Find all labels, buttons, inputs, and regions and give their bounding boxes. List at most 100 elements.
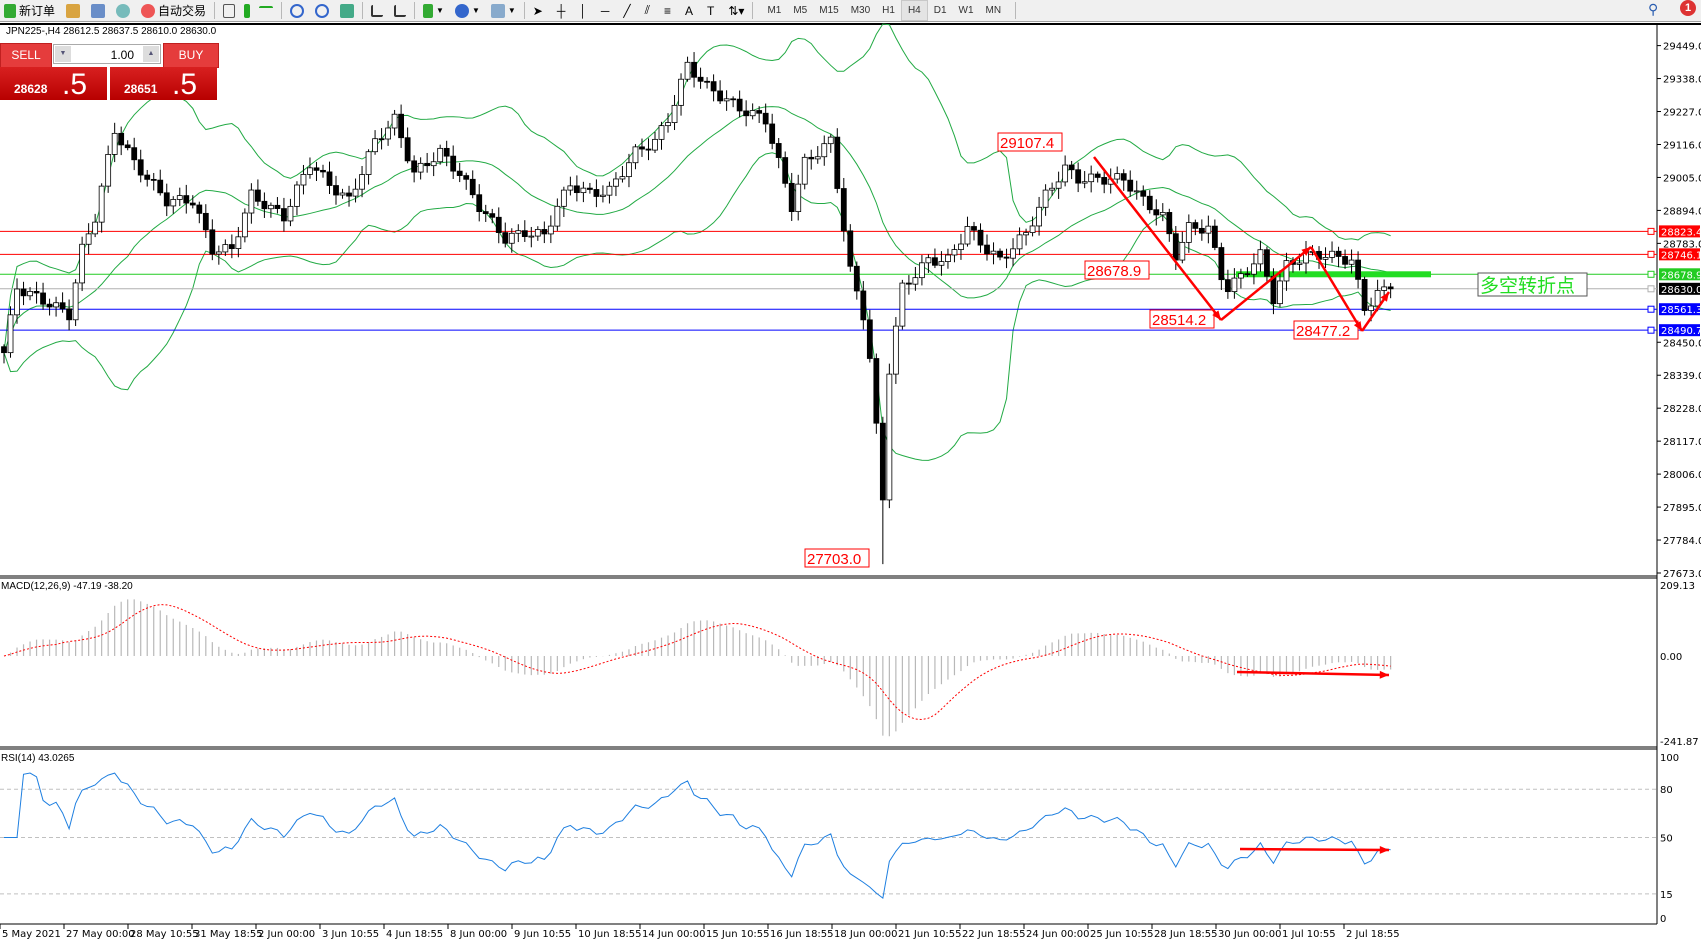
candle-body <box>560 189 567 207</box>
lot-decrease-button[interactable]: ▼ <box>55 46 71 62</box>
templates-icon[interactable] <box>490 3 505 18</box>
crosshair-icon[interactable]: ┼ <box>556 3 566 18</box>
line-anchor-handle[interactable] <box>1647 305 1655 313</box>
timeframe-m5[interactable]: M5 <box>793 5 808 16</box>
equidistant-channel-icon[interactable]: ⫽ <box>644 3 650 17</box>
time-tick-label: 14 Jun 00:00 <box>642 929 706 940</box>
price-tick-label: 28783.0 <box>1663 239 1701 250</box>
indicators-icon[interactable] <box>423 3 434 18</box>
candle-body <box>534 229 541 237</box>
candle-body <box>1192 222 1199 229</box>
time-tick-label: 5 May 2021 <box>2 929 61 940</box>
candlestick-chart-icon[interactable] <box>244 3 251 18</box>
chevron-down-icon[interactable]: ▼ <box>471 6 480 15</box>
price-tick-label: 27895.0 <box>1663 503 1701 514</box>
price-tick-label: 29338.0 <box>1663 75 1701 86</box>
timeframe-d1[interactable]: D1 <box>933 5 947 16</box>
signals-icon[interactable] <box>116 3 131 18</box>
candle-body <box>866 319 873 359</box>
time-tick-label: 15 Jun 10:55 <box>706 929 770 940</box>
candle-body <box>1238 273 1244 279</box>
line-anchor-handle[interactable] <box>1647 326 1655 334</box>
bar-chart-icon[interactable] <box>223 3 236 18</box>
rsi-tick-label: 50 <box>1660 834 1673 845</box>
turning-point-box <box>1477 272 1588 297</box>
lot-size-input[interactable]: ▼ 1.00 ▲ <box>53 44 161 64</box>
candle-body <box>1016 234 1023 250</box>
trendline-icon[interactable]: ╱ <box>623 3 631 18</box>
candle-body <box>840 188 847 232</box>
candle-body <box>482 211 489 215</box>
candle-body <box>905 282 912 285</box>
line-chart-icon[interactable] <box>259 5 274 16</box>
chevron-down-icon[interactable]: ▼ <box>436 6 444 15</box>
autoscroll-icon[interactable] <box>394 4 407 17</box>
auto-trading-icon <box>141 3 156 18</box>
search-icon[interactable]: ⚲ <box>1648 1 1659 17</box>
sell-button[interactable]: SELL <box>0 43 52 68</box>
rsi-tick-label: 15 <box>1660 890 1673 901</box>
candle-body <box>613 178 619 187</box>
timeframe-w1[interactable]: W1 <box>958 5 974 16</box>
horizontal-line-icon[interactable]: ─ <box>600 3 610 18</box>
candle-body <box>1068 164 1075 171</box>
metaeditor-icon[interactable] <box>66 3 81 18</box>
turning-point-label: 多空转折点 <box>1480 275 1575 297</box>
candle-body <box>762 112 769 125</box>
candle-body <box>476 194 483 213</box>
fibonacci-icon[interactable]: ≡ <box>663 3 671 18</box>
tile-windows-icon[interactable] <box>340 3 355 18</box>
buy-price-button[interactable]: 28651 .5 <box>110 67 217 101</box>
arrows-icon[interactable]: ⇅▾ <box>728 3 745 18</box>
rsi-flat-arrow <box>1239 847 1390 852</box>
candle-body <box>14 288 20 316</box>
timeframe-m15[interactable]: M15 <box>819 5 839 16</box>
candle-body <box>684 61 691 80</box>
line-anchor-handle[interactable] <box>1647 285 1655 293</box>
timeframe-h4[interactable]: H4 <box>900 0 928 21</box>
timeframe-mn[interactable]: MN <box>985 5 1002 16</box>
candle-body <box>756 110 763 114</box>
buy-button[interactable]: BUY <box>163 43 219 68</box>
text-icon[interactable]: A <box>685 3 694 18</box>
lot-increase-button[interactable]: ▲ <box>143 46 159 62</box>
candle-body <box>443 147 450 157</box>
chart-shift-icon[interactable] <box>371 4 384 17</box>
rsi-line <box>4 772 1391 900</box>
candle-body <box>821 143 828 158</box>
sell-price-button[interactable]: 28628 .5 <box>0 67 107 101</box>
timeframe-h1[interactable]: H1 <box>882 5 895 16</box>
candle-body <box>1211 225 1218 248</box>
price-tag <box>1659 282 1700 295</box>
cursor-icon[interactable]: ➤ <box>532 3 543 18</box>
timeframe-m30[interactable]: M30 <box>850 5 871 16</box>
candle-body <box>645 148 652 151</box>
price-tick-label: 29116.0 <box>1663 140 1701 151</box>
candle-body <box>743 110 750 117</box>
vertical-line-icon[interactable]: │ <box>579 3 587 18</box>
candle-body <box>606 185 613 196</box>
line-anchor-handle[interactable] <box>1647 250 1655 258</box>
data-window-icon[interactable] <box>91 3 106 18</box>
price-tick-label: 28339.0 <box>1663 371 1701 382</box>
candle-body <box>1283 260 1290 282</box>
line-anchor-handle[interactable] <box>1647 227 1655 235</box>
notification-badge[interactable]: 1 <box>1680 0 1696 16</box>
chevron-down-icon[interactable]: ▼ <box>507 6 516 15</box>
candle-body <box>241 212 248 238</box>
timeframe-m1[interactable]: M1 <box>767 5 782 16</box>
text-label-icon[interactable]: T <box>707 3 715 18</box>
zoom-in-icon[interactable] <box>290 3 305 18</box>
price-tick-label: 27784.0 <box>1663 536 1701 547</box>
zoom-out-icon[interactable] <box>315 3 330 18</box>
line-anchor-handle[interactable] <box>1647 270 1655 278</box>
candle-body <box>1010 248 1016 259</box>
periods-clock-icon[interactable] <box>454 3 469 18</box>
candle-body <box>222 244 229 253</box>
candle-body <box>66 308 72 321</box>
candle-body <box>1049 187 1056 191</box>
candle-body <box>281 208 287 222</box>
auto-trading-button[interactable]: 自动交易 <box>158 4 207 18</box>
new-order-button[interactable]: 新订单 <box>19 4 56 18</box>
